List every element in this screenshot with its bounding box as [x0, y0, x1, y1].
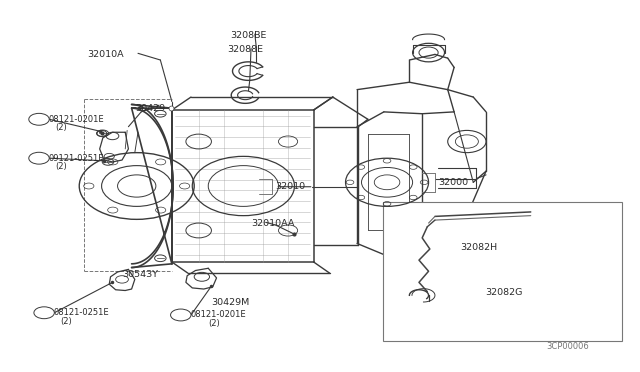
Text: 32088E: 32088E — [227, 45, 263, 54]
Text: B: B — [179, 312, 183, 318]
Text: (2): (2) — [60, 317, 72, 326]
Text: (2): (2) — [208, 319, 220, 328]
Text: 3CP00006: 3CP00006 — [547, 341, 589, 350]
Text: B: B — [42, 310, 47, 316]
Text: B: B — [36, 155, 42, 161]
Text: 30429M: 30429M — [211, 298, 250, 307]
Bar — [383, 202, 622, 341]
Text: 32082H: 32082H — [461, 243, 498, 251]
Text: 32000: 32000 — [438, 178, 468, 187]
Circle shape — [29, 152, 49, 164]
Text: 30429: 30429 — [135, 104, 165, 113]
Circle shape — [29, 113, 49, 125]
Text: 32010A: 32010A — [87, 50, 124, 59]
Text: 32010: 32010 — [275, 182, 305, 191]
Circle shape — [171, 309, 191, 321]
Text: 08121-0251E: 08121-0251E — [54, 308, 109, 317]
Text: 08121-0201E: 08121-0201E — [49, 115, 104, 124]
Text: 32010AA: 32010AA — [252, 219, 295, 228]
Text: 3208BE: 3208BE — [230, 31, 267, 41]
Circle shape — [34, 307, 54, 319]
Text: 30543Y: 30543Y — [122, 270, 158, 279]
Text: B: B — [36, 116, 42, 122]
Text: 09121-0251E: 09121-0251E — [49, 154, 104, 163]
Text: (2): (2) — [55, 123, 67, 132]
Text: (2): (2) — [55, 162, 67, 171]
Text: 32082G: 32082G — [484, 288, 522, 297]
Text: 08121-0201E: 08121-0201E — [190, 311, 246, 320]
